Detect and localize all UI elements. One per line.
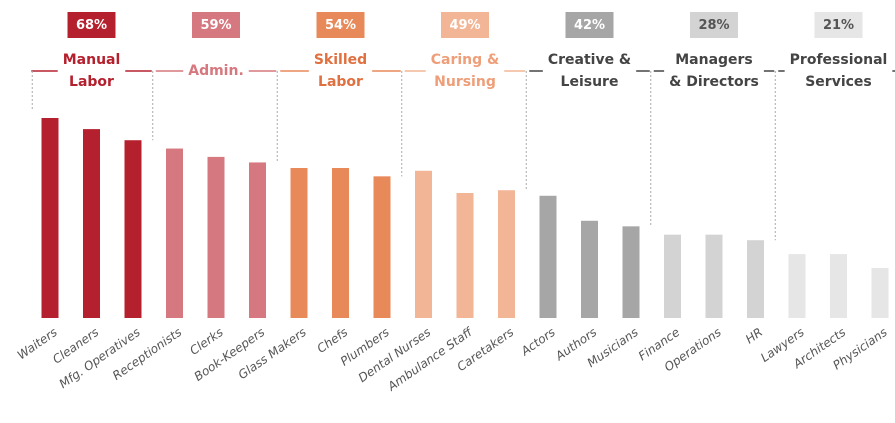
bar [581,220,598,318]
x-tick-label: Actors [518,325,558,359]
group-percent: 59% [200,18,231,33]
group-percent: 54% [325,18,356,33]
group-label: Admin. [188,63,244,79]
group-badge [565,12,614,38]
group-badge [67,12,116,38]
group-label: Skilled [314,52,367,68]
group-label: Caring & [431,52,500,68]
bar [747,240,764,318]
group-percent: 21% [823,18,854,33]
group-badge [690,12,738,38]
group-label: Managers [675,52,753,68]
bar [373,176,391,318]
bar [664,234,681,318]
group-percent: 28% [698,18,729,33]
bar [539,195,557,318]
group-label: Leisure [561,74,619,90]
group-label: Services [805,74,872,90]
bar [830,254,847,318]
group-percent: 68% [76,18,107,33]
bar [290,168,308,318]
group-label: Manual [63,52,121,68]
group-label: Professional [790,52,888,68]
group-label: Creative & [548,52,631,68]
bar [415,170,432,318]
group-label: Labor [69,74,114,90]
group-label: Nursing [434,74,496,90]
group-label: Labor [318,74,363,90]
bar [166,148,183,318]
group-percent: 49% [449,18,480,33]
group-badge [814,12,863,38]
bar [83,129,100,318]
bar [249,162,266,318]
bar [498,190,515,318]
group-badge [316,12,365,38]
bar [705,234,723,318]
group-badge [192,12,240,38]
bar [41,118,59,318]
bar [207,156,225,318]
x-tick-label: Book-Keepers [192,325,268,384]
bar [124,140,142,318]
bar [871,268,889,318]
group-badge [441,12,489,38]
bar [332,168,349,318]
bar [622,226,640,318]
bar [788,254,806,318]
group-label: & Directors [669,74,759,90]
group-percent: 42% [574,18,605,33]
bar [456,193,474,318]
x-tick-label: HR [743,325,765,346]
